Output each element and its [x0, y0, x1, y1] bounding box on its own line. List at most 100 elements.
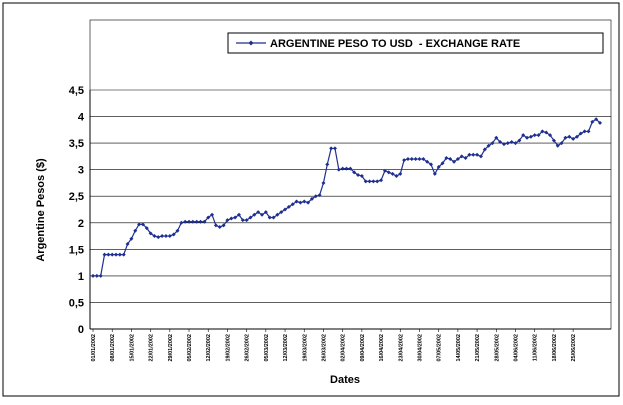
point-marker: [548, 133, 553, 138]
point-marker: [152, 234, 157, 239]
point-marker: [359, 174, 364, 179]
point-marker: [210, 212, 215, 217]
point-marker: [363, 179, 368, 184]
point-marker: [313, 194, 318, 199]
x-tick-label: 22/01/2002: [149, 334, 155, 362]
x-tick-label: 19/03/2002: [302, 334, 308, 362]
point-marker: [356, 172, 361, 177]
point-marker: [236, 212, 241, 217]
x-tick-label: 19/02/2002: [225, 334, 231, 362]
point-marker: [233, 215, 238, 220]
point-marker: [429, 162, 433, 167]
point-marker: [505, 141, 510, 146]
point-marker: [402, 158, 407, 163]
point-marker: [379, 178, 384, 183]
point-marker: [252, 212, 257, 217]
point-marker: [302, 199, 307, 204]
point-marker: [348, 166, 353, 171]
point-marker: [194, 219, 199, 224]
point-marker: [555, 143, 560, 148]
x-tick-label: 05/02/2002: [187, 334, 193, 362]
point-marker: [501, 142, 506, 147]
point-marker: [371, 179, 376, 184]
point-marker: [325, 162, 330, 167]
point-marker: [559, 141, 564, 146]
legend-box: [227, 32, 604, 54]
point-marker: [171, 232, 176, 237]
point-marker: [213, 223, 218, 228]
point-marker: [463, 155, 468, 160]
point-marker: [183, 219, 188, 224]
y-tick-label: 2: [78, 218, 84, 230]
x-tick-label: 30/04/2002: [417, 334, 423, 362]
point-marker: [544, 130, 549, 135]
point-marker: [144, 226, 149, 231]
point-marker: [367, 179, 372, 184]
y-tick-label: 1,5: [69, 244, 84, 256]
point-marker: [290, 202, 295, 207]
point-marker: [436, 165, 441, 170]
point-marker: [432, 171, 437, 176]
x-tick-label: 16/04/2002: [379, 334, 385, 362]
point-marker: [221, 223, 226, 228]
point-marker: [536, 133, 541, 138]
point-marker: [129, 236, 134, 241]
point-marker: [409, 157, 414, 162]
point-marker: [478, 154, 483, 159]
x-tick-label: 07/05/2002: [437, 334, 443, 362]
x-tick-label: 26/02/2002: [245, 334, 251, 362]
point-marker: [490, 141, 495, 146]
point-marker: [114, 252, 119, 257]
legend-label: ARGENTINE PESO TO USD - EXCHANGE RATE: [270, 38, 520, 50]
x-tick-label: 14/05/2002: [456, 334, 462, 362]
point-marker: [455, 157, 460, 162]
x-tick-label: 29/01/2002: [168, 334, 174, 362]
point-marker: [574, 134, 579, 139]
point-marker: [202, 219, 207, 224]
point-marker: [267, 215, 272, 220]
point-marker: [532, 133, 537, 138]
point-marker: [98, 273, 103, 278]
x-tick-label: 21/05/2002: [475, 334, 481, 362]
x-axis-title: Dates: [330, 374, 360, 386]
point-marker: [344, 166, 349, 171]
y-tick-label: 0: [78, 324, 84, 336]
point-marker: [444, 155, 449, 160]
point-marker: [340, 166, 345, 171]
point-marker: [271, 215, 276, 220]
point-marker: [590, 119, 595, 124]
y-tick-label: 2,5: [69, 191, 84, 203]
point-marker: [517, 138, 522, 143]
point-marker: [179, 220, 184, 225]
point-marker: [91, 273, 95, 278]
point-marker: [390, 171, 395, 176]
point-marker: [467, 152, 472, 157]
point-marker: [121, 252, 126, 257]
point-marker: [309, 196, 314, 201]
point-marker: [175, 228, 180, 233]
point-marker: [459, 154, 464, 159]
point-marker: [386, 170, 391, 175]
x-tick-label: 12/03/2002: [283, 334, 289, 362]
point-marker: [106, 252, 111, 257]
legend-marker: [248, 40, 254, 46]
x-tick-label: 28/05/2002: [494, 334, 500, 362]
point-marker: [329, 146, 334, 151]
x-tick-label: 12/02/2002: [206, 334, 212, 362]
point-marker: [286, 204, 291, 209]
point-marker: [513, 141, 518, 146]
point-marker: [317, 193, 322, 198]
point-marker: [528, 134, 533, 139]
x-tick-label: 02/04/2002: [341, 334, 347, 362]
x-tick-label: 18/06/2002: [552, 334, 558, 362]
point-marker: [417, 157, 422, 162]
point-marker: [102, 252, 107, 257]
point-marker: [509, 140, 514, 145]
point-marker: [256, 210, 261, 215]
point-marker: [198, 219, 203, 224]
point-marker: [187, 219, 192, 224]
point-marker: [475, 152, 480, 157]
point-marker: [244, 218, 249, 223]
point-marker: [498, 140, 503, 145]
